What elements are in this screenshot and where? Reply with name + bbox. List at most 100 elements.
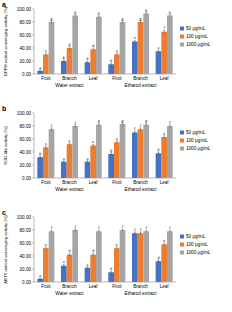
significance-letter: c (116, 137, 118, 141)
bars (37, 229, 172, 282)
y-tick (32, 35, 34, 36)
error-bar (134, 40, 136, 43)
significance-letter: g (98, 119, 100, 123)
bar (143, 125, 149, 178)
bar (156, 153, 162, 178)
error-bar (169, 125, 171, 128)
significance-letter: b (63, 56, 65, 60)
significance-letter: c (87, 263, 89, 267)
significance-letter: e (116, 243, 118, 247)
bars (37, 123, 172, 178)
bars (37, 13, 172, 74)
error-bar (92, 253, 94, 256)
error-bar (169, 15, 171, 17)
bar (167, 126, 173, 178)
significance-letter: f (169, 121, 171, 125)
bar (37, 279, 43, 282)
significance-letter: d (69, 249, 72, 253)
significance-letter: f (75, 121, 77, 125)
error-bar (63, 161, 65, 163)
significance-letter: c (158, 46, 160, 50)
bar (61, 162, 67, 178)
panel-label: c (2, 209, 6, 216)
bar (167, 231, 173, 282)
error-bar (163, 136, 165, 139)
bar (43, 248, 49, 282)
significance-letter: c (92, 140, 94, 144)
y-tick-label: 20.00 (20, 59, 32, 64)
bar (43, 147, 49, 178)
significance-letter: h (74, 11, 76, 15)
error-bar (74, 15, 76, 17)
significance-letter: d (157, 256, 160, 260)
bar (120, 22, 126, 74)
labels: FruitbcfBranchacfLeafacgFruitbcgBranchff… (39, 119, 171, 192)
significance-letter: f (98, 226, 100, 230)
bar (138, 22, 144, 74)
error-bar (169, 230, 171, 232)
bar (49, 231, 55, 282)
error-bar (51, 128, 53, 131)
error-bar (69, 47, 71, 50)
significance-letter: d (92, 44, 95, 48)
figure: aDPPH radical scavenging activity (%)0.0… (0, 0, 232, 312)
y-tick-label: 60.00 (20, 137, 32, 142)
y-tick (32, 178, 34, 179)
y-tick (32, 217, 34, 218)
legend-swatch (180, 139, 184, 143)
error-bar (134, 131, 136, 134)
y-tick-label: 80.00 (20, 228, 32, 233)
error-bar (69, 253, 71, 256)
bar (120, 230, 126, 282)
legend: 50 μg/mL100 μg/mL1000 μg/mL (180, 26, 211, 47)
bar (132, 233, 138, 282)
significance-letter: f (146, 226, 148, 230)
bar (37, 71, 43, 74)
x-tick-label: Fruit (112, 284, 122, 289)
bar (161, 32, 167, 74)
y-tick (32, 126, 34, 127)
error-bar (163, 30, 165, 33)
legend: 50 μg/mL100 μg/mL1000 μg/mL (180, 130, 211, 151)
bar (67, 144, 73, 178)
significance-letter: c (45, 142, 47, 146)
error-bar (157, 50, 159, 53)
significance-letter: c (63, 260, 65, 264)
bar (143, 231, 149, 282)
error-bar (39, 70, 41, 72)
bar (85, 162, 91, 178)
x-tick-label: Leaf (89, 180, 99, 185)
significance-letter: g (145, 119, 147, 123)
x-axis (34, 178, 176, 179)
labels: FruitacgBranchbdhLeafbdhFruitbcgBrancheg… (39, 9, 171, 88)
significance-letter: d (92, 249, 95, 253)
y-tick-label: 60.00 (20, 33, 32, 38)
y-tick-label: 60.00 (20, 241, 32, 246)
significance-letter: b (110, 59, 112, 63)
bar (96, 17, 102, 74)
legend-label: 50 μg/mL (186, 26, 206, 31)
error-bar (140, 21, 142, 24)
bar (96, 231, 102, 282)
y-tick (32, 48, 34, 49)
legend-swatch (180, 27, 184, 31)
significance-letter: f (140, 124, 142, 128)
bar (156, 51, 162, 74)
y-axis (34, 217, 35, 282)
significance-letter: e (134, 36, 136, 40)
x-tick-label: Fruit (41, 180, 51, 185)
bar (138, 129, 144, 178)
y-tick-label: 20.00 (20, 267, 32, 272)
error-bar (116, 53, 118, 56)
bar (49, 129, 55, 178)
significance-letter: a (39, 66, 41, 70)
y-tick (32, 256, 34, 257)
legend-swatch (180, 235, 184, 239)
significance-letter: f (51, 226, 53, 230)
error-bar (116, 247, 118, 250)
legend-swatch (180, 147, 184, 151)
legend-label: 50 μg/mL (186, 130, 206, 135)
legend-label: 100 μg/mL (186, 242, 208, 247)
error-bar (63, 264, 65, 267)
y-tick (32, 243, 34, 244)
